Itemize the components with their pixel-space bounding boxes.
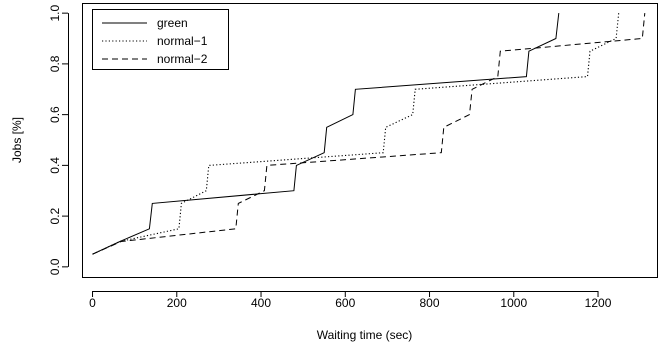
- y-tick-label: 0.4: [48, 157, 62, 174]
- legend-label-2: normal−1: [157, 34, 208, 48]
- series-layer: [92, 13, 646, 255]
- legend-label-3: normal−2: [157, 52, 208, 66]
- y-tick-label: 0.0: [48, 258, 62, 275]
- legend-entries: green normal−1 normal−2: [102, 16, 208, 66]
- y-tick-label: 0.2: [48, 207, 62, 224]
- x-tick-label: 1200: [585, 296, 612, 310]
- x-tick-label: 0: [89, 296, 96, 310]
- legend-label-1: green: [157, 16, 188, 30]
- series-line-1: [92, 13, 560, 255]
- x-tick-label: 1000: [500, 296, 527, 310]
- y-tick-label: 1.0: [48, 4, 62, 21]
- x-tick-label: 200: [167, 296, 187, 310]
- y-axis: 0.0 0.2 0.4 0.6 0.8 1.0: [48, 4, 69, 275]
- series-line-3: [92, 13, 646, 255]
- y-tick-label: 0.6: [48, 106, 62, 123]
- x-tick-label: 600: [335, 296, 355, 310]
- legend: green normal−1 normal−2: [92, 9, 229, 70]
- y-axis-label: Jobs [%]: [10, 117, 24, 163]
- x-axis: 0 200 400 600 800 1000 1200: [89, 291, 612, 310]
- plot-area-frame: [82, 3, 658, 278]
- x-tick-label: 400: [251, 296, 271, 310]
- y-tick-label: 0.8: [48, 55, 62, 72]
- x-tick-label: 800: [420, 296, 440, 310]
- series-line-2: [92, 13, 620, 255]
- x-axis-label: Waiting time (sec): [317, 328, 413, 342]
